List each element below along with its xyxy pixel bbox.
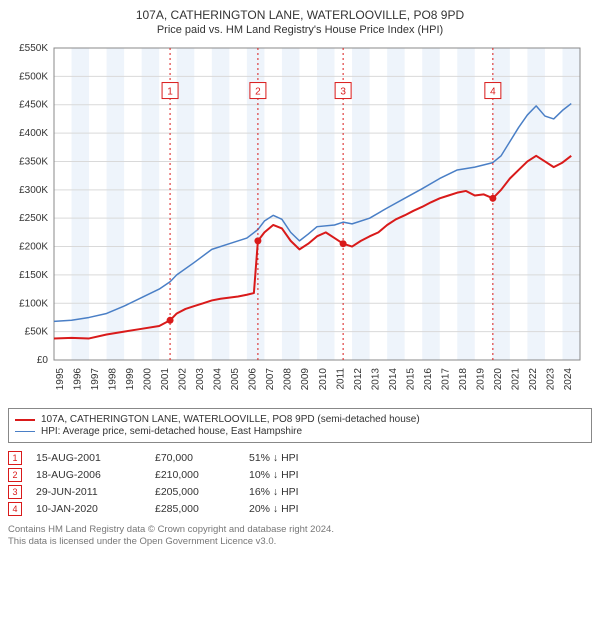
svg-text:2: 2	[255, 87, 261, 98]
svg-text:£0: £0	[37, 355, 49, 366]
svg-text:2022: 2022	[528, 368, 539, 391]
svg-text:£50K: £50K	[25, 327, 49, 338]
price-chart: £0 £50K £100K £150K £200K £250K £300K £350K £400…	[8, 42, 588, 402]
svg-text:£250K: £250K	[19, 213, 48, 224]
svg-text:2008: 2008	[283, 368, 294, 391]
svg-text:2024: 2024	[563, 368, 574, 391]
transaction-row: 2 18-AUG-2006 £210,000 10% ↓ HPI	[8, 468, 592, 482]
svg-text:£400K: £400K	[19, 128, 48, 139]
transaction-marker: 1	[8, 451, 22, 465]
svg-text:2007: 2007	[265, 368, 276, 391]
chart-container: £0 £50K £100K £150K £200K £250K £300K £350K £400…	[8, 42, 592, 402]
transaction-row: 1 15-AUG-2001 £70,000 51% ↓ HPI	[8, 451, 592, 465]
svg-text:1997: 1997	[90, 368, 101, 391]
legend-swatch	[15, 431, 35, 432]
transactions-table: 1 15-AUG-2001 £70,000 51% ↓ HPI 2 18-AUG-2006…	[8, 451, 592, 516]
svg-text:2009: 2009	[300, 368, 311, 391]
transaction-date: 18-AUG-2006	[36, 469, 141, 481]
transaction-marker: 3	[8, 485, 22, 499]
svg-text:3: 3	[340, 87, 346, 98]
transaction-date: 10-JAN-2020	[36, 503, 141, 515]
legend-label: 107A, CATHERINGTON LANE, WATERLOOVILLE, …	[41, 414, 420, 425]
footer-line-2: This data is licensed under the Open Gov…	[8, 536, 276, 547]
svg-text:2020: 2020	[493, 368, 504, 391]
footer-attribution: Contains HM Land Registry data © Crown c…	[8, 524, 592, 549]
svg-text:1995: 1995	[55, 368, 66, 391]
transaction-row: 4 10-JAN-2020 £285,000 20% ↓ HPI	[8, 502, 592, 516]
svg-text:£350K: £350K	[19, 156, 48, 167]
svg-text:2003: 2003	[195, 368, 206, 391]
legend-item: 107A, CATHERINGTON LANE, WATERLOOVILLE, …	[15, 414, 585, 425]
svg-text:£550K: £550K	[19, 43, 48, 54]
footer-line-1: Contains HM Land Registry data © Crown c…	[8, 524, 334, 535]
svg-text:2021: 2021	[511, 368, 522, 391]
svg-text:1999: 1999	[125, 368, 136, 391]
svg-text:2002: 2002	[178, 368, 189, 391]
svg-text:1996: 1996	[72, 368, 83, 391]
svg-text:2005: 2005	[230, 368, 241, 391]
legend: 107A, CATHERINGTON LANE, WATERLOOVILLE, …	[8, 408, 592, 443]
transaction-pct: 10% ↓ HPI	[249, 469, 339, 481]
transaction-row: 3 29-JUN-2011 £205,000 16% ↓ HPI	[8, 485, 592, 499]
svg-text:£450K: £450K	[19, 100, 48, 111]
svg-text:2014: 2014	[388, 368, 399, 391]
svg-text:2018: 2018	[458, 368, 469, 391]
svg-text:2010: 2010	[318, 368, 329, 391]
svg-text:2016: 2016	[423, 368, 434, 391]
svg-text:2012: 2012	[353, 368, 364, 391]
svg-text:2019: 2019	[476, 368, 487, 391]
svg-text:2013: 2013	[370, 368, 381, 391]
svg-text:2006: 2006	[248, 368, 259, 391]
svg-text:2000: 2000	[142, 368, 153, 391]
svg-text:1: 1	[167, 87, 173, 98]
svg-text:£200K: £200K	[19, 242, 48, 253]
svg-text:2001: 2001	[160, 368, 171, 391]
legend-label: HPI: Average price, semi-detached house,…	[41, 426, 302, 437]
transaction-price: £210,000	[155, 469, 235, 481]
svg-text:2004: 2004	[213, 368, 224, 391]
chart-title: 107A, CATHERINGTON LANE, WATERLOOVILLE, …	[8, 8, 592, 22]
transaction-date: 29-JUN-2011	[36, 486, 141, 498]
transaction-price: £285,000	[155, 503, 235, 515]
svg-text:£100K: £100K	[19, 298, 48, 309]
svg-text:£150K: £150K	[19, 270, 48, 281]
chart-subtitle: Price paid vs. HM Land Registry's House …	[8, 24, 592, 36]
svg-text:4: 4	[490, 87, 496, 98]
transaction-price: £205,000	[155, 486, 235, 498]
transaction-date: 15-AUG-2001	[36, 452, 141, 464]
svg-text:2017: 2017	[441, 368, 452, 391]
legend-item: HPI: Average price, semi-detached house,…	[15, 426, 585, 437]
transaction-pct: 16% ↓ HPI	[249, 486, 339, 498]
legend-swatch	[15, 419, 35, 421]
svg-text:£300K: £300K	[19, 185, 48, 196]
svg-text:1998: 1998	[107, 368, 118, 391]
svg-text:£500K: £500K	[19, 71, 48, 82]
transaction-pct: 51% ↓ HPI	[249, 452, 339, 464]
svg-text:2011: 2011	[335, 368, 346, 390]
transaction-marker: 4	[8, 502, 22, 516]
svg-text:2023: 2023	[546, 368, 557, 391]
transaction-pct: 20% ↓ HPI	[249, 503, 339, 515]
transaction-marker: 2	[8, 468, 22, 482]
transaction-price: £70,000	[155, 452, 235, 464]
svg-text:2015: 2015	[405, 368, 416, 391]
